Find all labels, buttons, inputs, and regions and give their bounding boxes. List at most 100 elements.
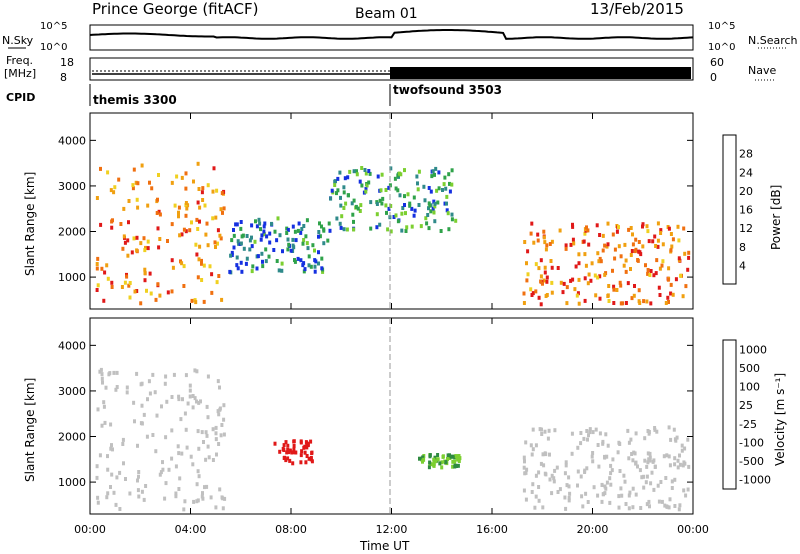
scatter-cell [579, 441, 583, 446]
scatter-cell [196, 498, 200, 503]
scatter-cell [450, 168, 454, 173]
scatter-cell [153, 390, 157, 395]
scatter-cell [106, 454, 109, 459]
scatter-cell [206, 243, 210, 248]
scatter-cell [104, 385, 108, 390]
scatter-cell [427, 226, 431, 231]
scatter-cell [112, 190, 116, 195]
scatter-cell [260, 251, 264, 256]
scatter-cell [108, 371, 112, 376]
scatter-cell [229, 253, 233, 258]
scatter-cell [589, 278, 593, 283]
colorbar-tick-label: 12 [739, 222, 753, 235]
scatter-cell [536, 238, 540, 243]
scatter-cell [627, 493, 631, 498]
scatter-cell [603, 272, 607, 277]
scatter-cell [648, 455, 652, 460]
scatter-cell [334, 179, 337, 184]
scatter-cell [355, 169, 358, 174]
scatter-cell [588, 430, 592, 435]
freq-tick-high: 18 [60, 56, 74, 69]
scatter-cell [592, 485, 596, 490]
scatter-cell [583, 470, 587, 474]
scatter-cell [307, 254, 311, 259]
scatter-cell [210, 290, 214, 295]
scatter-cell [686, 437, 690, 442]
scatter-cell [570, 431, 574, 436]
scatter-cell [113, 185, 117, 190]
scatter-cell [529, 231, 533, 236]
scatter-cell [547, 428, 551, 433]
colorbar-tick-label: -25 [739, 418, 757, 431]
scatter-cell [457, 454, 461, 458]
scatter-cell [416, 187, 420, 192]
scatter-cell [95, 266, 99, 271]
scatter-cell [174, 494, 178, 499]
scatter-cell [622, 263, 626, 268]
scatter-cell [310, 451, 314, 456]
scatter-cell [188, 394, 192, 399]
scatter-cell [176, 444, 180, 449]
scatter-cell [103, 270, 107, 275]
scatter-cell [603, 484, 607, 489]
scatter-cell [523, 459, 526, 464]
scatter-cell [590, 454, 594, 459]
scatter-cell [196, 275, 200, 280]
scatter-cell [343, 176, 347, 181]
colorbar-tick-label: 25 [739, 399, 753, 412]
nsky-label: N.Sky [2, 34, 34, 47]
scatter-cell [657, 499, 661, 504]
scatter-cell [598, 431, 602, 436]
scatter-cell [543, 451, 547, 456]
scatter-cell [645, 299, 649, 304]
scatter-cell [683, 251, 687, 256]
scatter-cell [617, 494, 621, 499]
scatter-cell [170, 180, 174, 185]
scatter-cell [146, 239, 150, 244]
scatter-cell [683, 461, 687, 466]
scatter-cell [121, 437, 125, 442]
scatter-cell [680, 443, 684, 448]
scatter-cell [660, 499, 664, 504]
scatter-cell [314, 259, 318, 264]
scatter-cell [163, 496, 167, 501]
scatter-cell [542, 463, 546, 468]
y-tick-label: 4000 [58, 339, 86, 352]
scatter-cell [182, 284, 186, 288]
scatter-cell [671, 292, 675, 297]
scatter-cell [288, 458, 292, 463]
scatter-cell [380, 172, 384, 177]
scatter-cell [668, 463, 672, 468]
scatter-cell [132, 236, 136, 241]
scatter-cell [381, 196, 385, 201]
scatter-cell [579, 431, 583, 435]
scatter-cell [650, 470, 654, 475]
scatter-cell [570, 451, 574, 456]
scatter-cell [215, 280, 219, 285]
scatter-cell [522, 465, 526, 470]
scatter-cell [641, 244, 645, 249]
scatter-cell [609, 482, 613, 487]
scatter-cell [191, 405, 195, 410]
scatter-cell [564, 463, 568, 468]
scatter-cell [396, 188, 400, 193]
scatter-cell [135, 197, 139, 202]
scatter-cell [352, 198, 356, 203]
scatter-cell [636, 258, 640, 262]
scatter-cell [273, 441, 277, 446]
scatter-cell [302, 269, 306, 274]
scatter-cell [164, 481, 168, 486]
scatter-cell [573, 287, 577, 292]
scatter-cell [405, 225, 409, 230]
scatter-cell [128, 295, 132, 300]
scatter-cell [571, 224, 575, 229]
colorbar-tick-label: 28 [739, 148, 753, 161]
scatter-cell [596, 275, 600, 280]
scatter-cell [170, 395, 174, 399]
scatter-cell [140, 489, 144, 494]
scatter-cell [637, 288, 641, 293]
scatter-cell [369, 200, 373, 205]
scatter-cell [218, 233, 222, 238]
scatter-cell [631, 242, 635, 247]
y-tick-label: 2000 [58, 431, 86, 444]
